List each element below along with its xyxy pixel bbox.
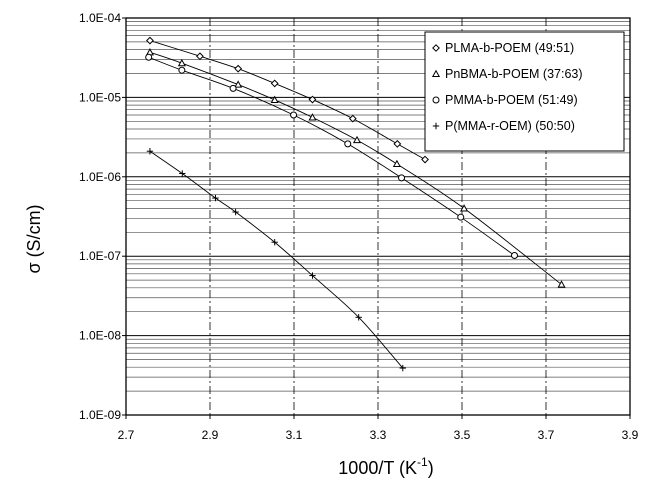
data-point bbox=[146, 148, 154, 155]
data-point bbox=[352, 135, 362, 144]
legend-label: P(MMA-r-OEM) (50:50) bbox=[445, 119, 575, 133]
data-point bbox=[421, 155, 429, 164]
x-axis-label-main: 1000/T (K bbox=[338, 458, 417, 478]
x-tick-label: 3.3 bbox=[370, 428, 387, 442]
y-tick-label: 1.0E-08 bbox=[79, 329, 121, 343]
series-2 bbox=[145, 53, 518, 260]
data-point bbox=[271, 239, 278, 246]
data-point bbox=[392, 159, 401, 168]
y-tick-label: 1.0E-05 bbox=[79, 90, 121, 104]
y-tick-label: 1.0E-06 bbox=[79, 170, 121, 184]
data-point bbox=[145, 53, 153, 61]
legend-label: PnBMA-b-POEM (37:63) bbox=[445, 67, 583, 81]
data-point bbox=[393, 139, 402, 148]
data-point bbox=[179, 170, 186, 177]
data-point bbox=[270, 95, 279, 103]
data-point bbox=[270, 79, 279, 88]
series-line bbox=[149, 40, 426, 160]
x-tick-label: 3.7 bbox=[538, 428, 555, 442]
data-point bbox=[212, 194, 219, 202]
data-point bbox=[399, 364, 406, 372]
data-point bbox=[511, 252, 518, 260]
x-axis-label: 1000/T (K-1) bbox=[338, 455, 433, 478]
legend-marker bbox=[432, 96, 440, 104]
data-point bbox=[232, 208, 239, 216]
data-point bbox=[308, 113, 317, 121]
tick-labels: 1.0E-09 1.0E-08 1.0E-07 1.0E-06 1.0E-05 1.0E-… bbox=[79, 11, 639, 442]
y-axis-label: σ (S/cm) bbox=[24, 204, 44, 273]
data-point bbox=[355, 314, 362, 321]
y-tick-label: 1.0E-04 bbox=[79, 11, 121, 25]
x-axis-label-exponent: -1 bbox=[417, 455, 428, 469]
data-point bbox=[146, 36, 154, 45]
legend-label: PMMA-b-POEM (51:49) bbox=[445, 93, 578, 107]
data-point bbox=[460, 204, 469, 212]
legend-marker bbox=[432, 44, 440, 52]
y-tick-label: 1.0E-07 bbox=[79, 249, 121, 263]
data-point bbox=[234, 64, 243, 73]
data-point bbox=[229, 84, 237, 92]
data-point bbox=[178, 66, 186, 74]
data-point bbox=[309, 272, 316, 279]
legend: PLMA-b-POEM (49:51) PnBMA-b-POEM (37:63) P… bbox=[424, 31, 625, 152]
data-point bbox=[457, 213, 465, 221]
x-tick-label: 3.1 bbox=[286, 428, 303, 442]
legend-marker bbox=[431, 69, 441, 78]
x-tick-label: 3.9 bbox=[622, 428, 639, 442]
data-point bbox=[196, 52, 204, 61]
data-point bbox=[234, 80, 243, 88]
data-point bbox=[557, 280, 566, 288]
x-tick-label: 2.9 bbox=[202, 428, 219, 442]
data-point bbox=[398, 174, 406, 182]
data-point bbox=[348, 114, 357, 123]
x-tick-label: 3.5 bbox=[454, 428, 471, 442]
x-axis-label-close: ) bbox=[428, 458, 434, 478]
series-0 bbox=[146, 36, 429, 164]
data-point bbox=[344, 140, 352, 148]
legend-marker bbox=[432, 122, 440, 130]
series-1 bbox=[145, 48, 566, 288]
x-tick-label: 2.7 bbox=[118, 428, 135, 442]
legend-box bbox=[424, 31, 625, 152]
data-point bbox=[290, 111, 298, 119]
data-point bbox=[177, 58, 186, 67]
legend-label: PLMA-b-POEM (49:51) bbox=[445, 41, 574, 55]
data-series bbox=[145, 36, 566, 372]
y-tick-label: 1.0E-09 bbox=[79, 408, 121, 422]
data-point bbox=[308, 95, 317, 104]
series-3 bbox=[146, 148, 406, 372]
